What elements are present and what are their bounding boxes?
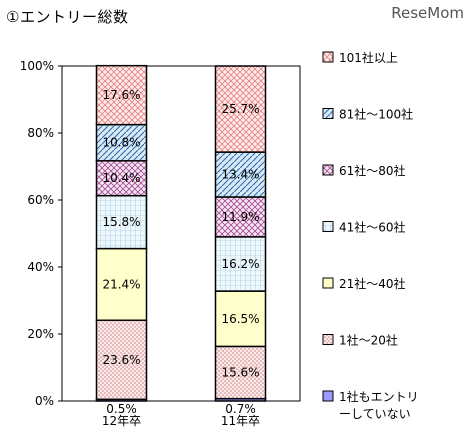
legend-swatch xyxy=(322,51,334,63)
legend-label: 41社～60社 xyxy=(339,220,406,235)
y-tick-label: 80% xyxy=(27,126,54,140)
legend-group: 101社以上 81社～100社 61社～80社 41社～60社 21社～40社 1社～20… xyxy=(322,50,419,421)
data-label: 16.5% xyxy=(221,312,259,326)
bar-segment xyxy=(214,65,267,153)
bar-segment xyxy=(214,290,267,348)
axes-group: 0% 20% 40% 60% 80% 100% xyxy=(20,59,301,408)
legend-swatch xyxy=(322,390,334,402)
bar-segment xyxy=(95,64,148,126)
bar-segment xyxy=(95,247,148,322)
bar-segment xyxy=(95,319,148,401)
legend-swatch xyxy=(322,277,334,289)
data-label: 11.9% xyxy=(221,210,259,224)
data-label: 25.7% xyxy=(221,102,259,116)
legend-label: 61社～80社 xyxy=(339,163,406,178)
y-tick-label: 0% xyxy=(35,394,54,408)
data-label: 17.6% xyxy=(102,88,140,102)
bar-segment xyxy=(214,236,267,292)
y-tick-label: 40% xyxy=(27,260,54,274)
bar-segment xyxy=(214,345,267,400)
data-label: 0.7% xyxy=(225,402,256,416)
legend-label: 1社もエントリ xyxy=(339,389,419,404)
chart-title: ①エントリー総数 xyxy=(6,8,129,26)
y-tick-label: 60% xyxy=(27,193,54,207)
data-label: 23.6% xyxy=(102,353,140,367)
legend-swatch xyxy=(322,221,334,232)
legend-swatch xyxy=(322,334,334,345)
y-tick-label: 20% xyxy=(27,327,54,341)
category-label: 12年卒 xyxy=(102,414,141,428)
legend-label: 1社～20社 xyxy=(339,333,398,348)
legend-label: 101社以上 xyxy=(339,50,398,65)
bars-group: 0.5% 23.6% 21.4% 15.8% 10.4% 10.8% 17.6% 12年卒 0.… xyxy=(95,64,267,428)
data-label: 10.8% xyxy=(102,136,140,150)
legend-label: 81社～100社 xyxy=(339,107,413,122)
data-label: 0.5% xyxy=(106,402,137,416)
data-label: 13.4% xyxy=(221,168,259,182)
legend-label: ーしていない xyxy=(339,407,411,421)
data-label: 21.4% xyxy=(102,277,140,291)
data-label: 10.4% xyxy=(102,171,140,185)
legend-swatch xyxy=(322,108,334,119)
plot-frame xyxy=(61,65,301,402)
data-label: 15.8% xyxy=(102,215,140,229)
watermark-logo: ReseMom xyxy=(391,4,464,22)
y-tick-label: 100% xyxy=(20,59,54,73)
data-label: 15.6% xyxy=(221,366,259,380)
category-label: 11年卒 xyxy=(221,414,260,428)
legend-label: 21社～40社 xyxy=(339,276,406,291)
legend-swatch xyxy=(322,164,334,176)
data-label: 16.2% xyxy=(221,257,259,271)
